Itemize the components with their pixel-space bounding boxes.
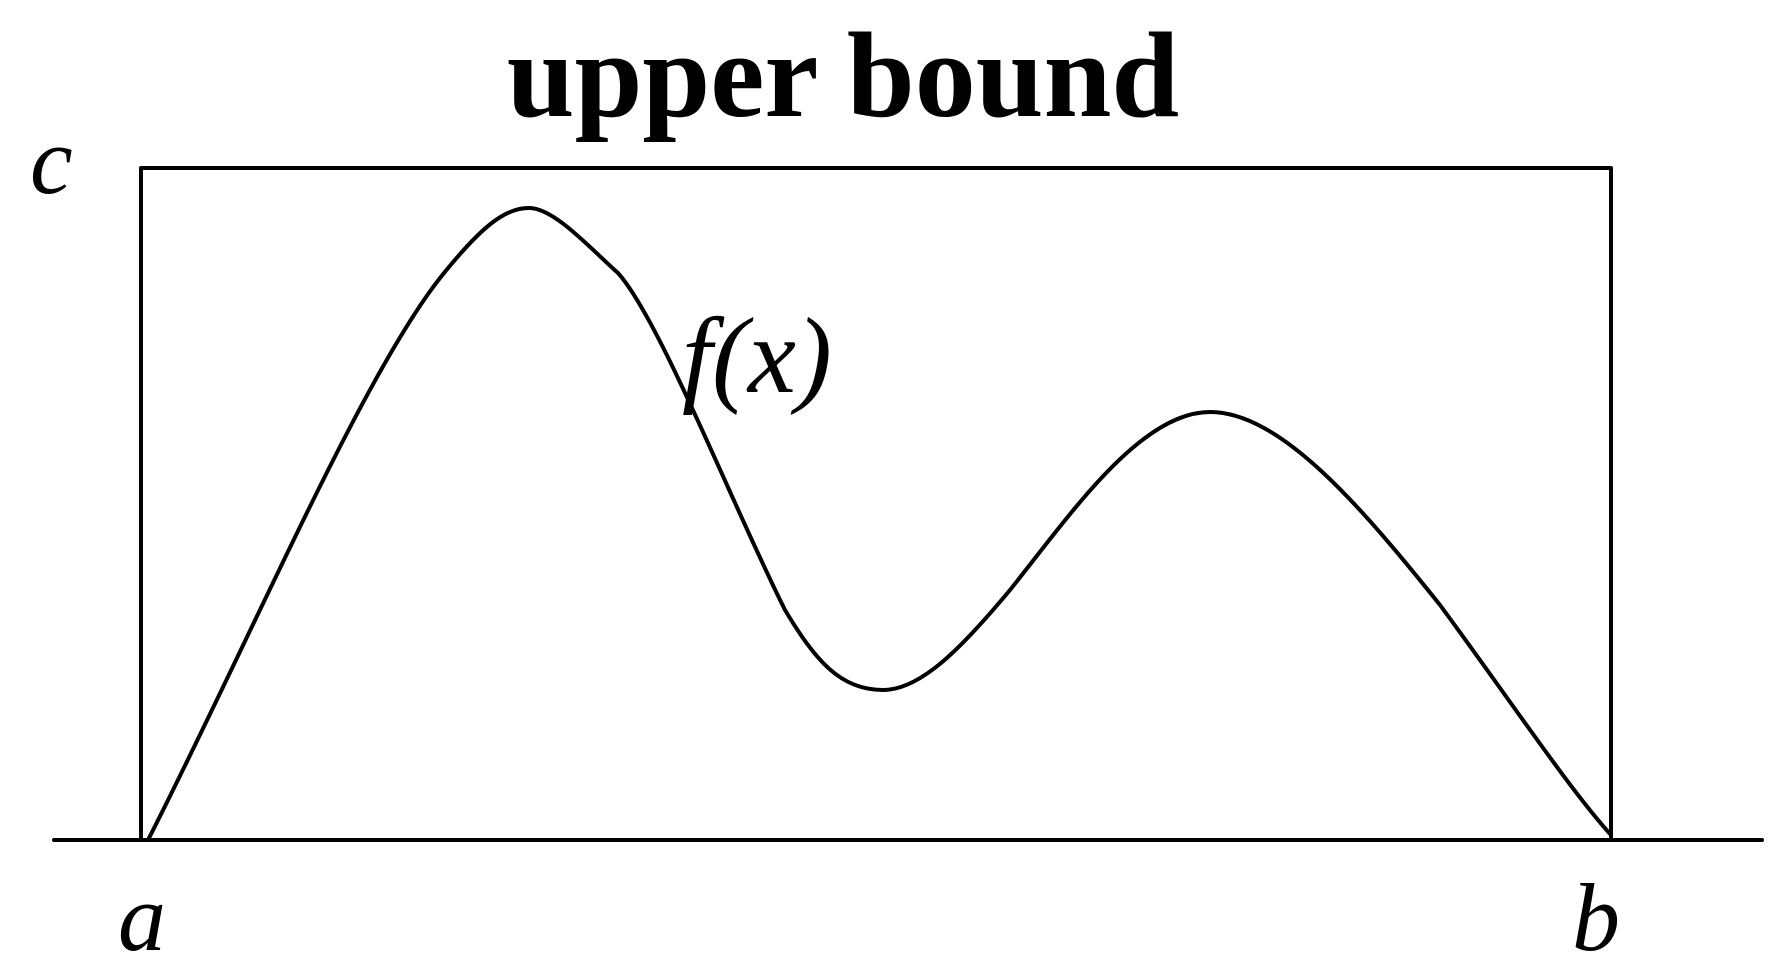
upper-bound-rectangle: [139, 166, 1613, 842]
function-label: f(x): [682, 297, 832, 416]
function-curve: [146, 205, 1613, 842]
diagram-title: upper bound: [507, 8, 1180, 143]
label-a: a: [118, 864, 166, 971]
label-b: b: [1572, 864, 1620, 971]
label-c: c: [30, 107, 73, 214]
